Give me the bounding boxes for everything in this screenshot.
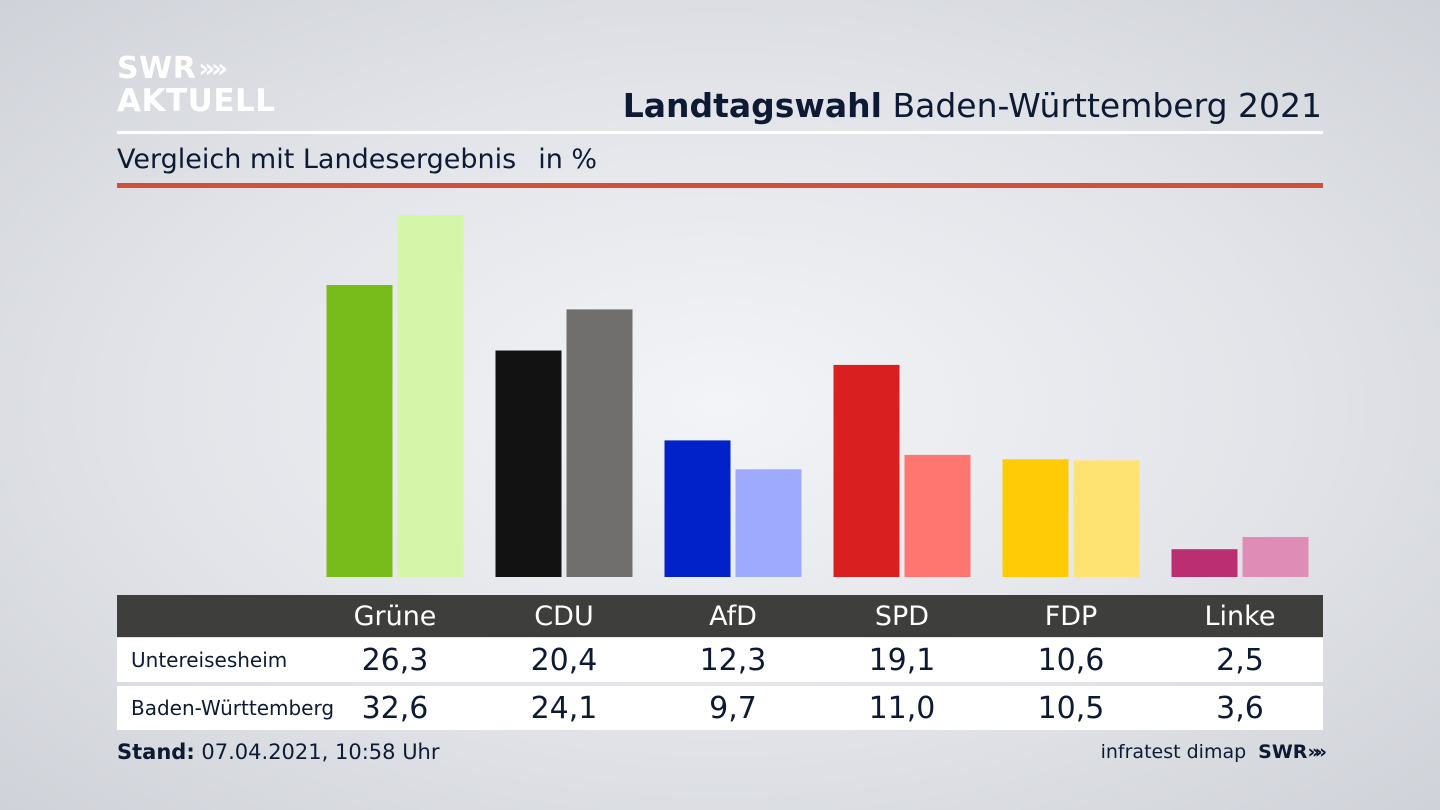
bar-linke-baden-wurttemberg	[1242, 537, 1309, 577]
data-label-cdu-baden-wurttemberg: 24,1	[530, 690, 598, 726]
data-label-linke-untereisesheim: 2,5	[1216, 642, 1264, 678]
bar-fdp-baden-wurttemberg	[1073, 460, 1140, 577]
table-row-untereisesheim: Untereisesheim 26,3 20,4 12,3 19,1 10,6 2,5	[117, 638, 1323, 682]
bar-spd-baden-wurttemberg	[904, 454, 971, 577]
tick-label-cdu: CDU	[534, 600, 594, 632]
source-text: infratest dimap	[1100, 741, 1247, 763]
tick-label-linke: Linke	[1204, 600, 1276, 632]
stand-value: 07.04.2021, 10:58 Uhr	[201, 740, 440, 764]
bar-afd-baden-wurttemberg	[735, 469, 802, 577]
tick-label-grune: Grüne	[353, 600, 437, 632]
data-label-spd-baden-wurttemberg: 11,0	[868, 690, 936, 726]
data-label-cdu-untereisesheim: 20,4	[530, 642, 598, 678]
bar-cdu-untereisesheim	[495, 350, 562, 577]
data-label-grune-baden-wurttemberg: 32,6	[361, 690, 429, 726]
data-label-afd-baden-wurttemberg: 9,7	[709, 690, 757, 726]
stand-label: Stand:	[117, 740, 195, 764]
chart-subtitle: Vergleich mit Landesergebnis in %	[117, 144, 597, 175]
header-divider	[117, 131, 1323, 134]
bar-linke-untereisesheim	[1171, 549, 1238, 577]
tick-label-spd: SPD	[874, 600, 930, 632]
data-label-fdp-baden-wurttemberg: 10,5	[1037, 690, 1105, 726]
source-credit: infratest dimap SWR»»	[1100, 741, 1328, 763]
title-rest: Baden-Württemberg 2021	[892, 86, 1322, 125]
bar-cdu-baden-wurttemberg	[566, 309, 633, 577]
swr-aktuell-logo: SWR»» AKTUELL	[117, 54, 276, 117]
logo-aktuell-text: AKTUELL	[117, 83, 276, 119]
bar-grune-baden-wurttemberg	[397, 215, 464, 577]
page-title: Landtagswahl Baden-Württemberg 2021	[623, 86, 1322, 125]
bar-spd-untereisesheim	[833, 364, 900, 577]
data-label-linke-baden-wurttemberg: 3,6	[1216, 690, 1264, 726]
row-label-untereisesheim: Untereisesheim	[131, 648, 288, 672]
tick-label-fdp: FDP	[1044, 600, 1098, 632]
bar-afd-untereisesheim	[664, 440, 731, 577]
data-label-grune-untereisesheim: 26,3	[361, 642, 429, 678]
table-header: Grüne CDU AfD SPD FDP Linke	[117, 595, 1323, 637]
bar-grune-untereisesheim	[326, 285, 393, 577]
subtitle-text: Vergleich mit Landesergebnis	[117, 144, 517, 175]
brand-chevron-icon-2: »	[1314, 741, 1327, 763]
tick-label-afd: AfD	[709, 600, 757, 632]
title-bold: Landtagswahl	[622, 86, 882, 125]
row-label-baden-wuerttemberg: Baden-Württemberg	[131, 696, 335, 720]
swr-brand-text: SWR	[1258, 741, 1308, 763]
table-row-baden-wuerttemberg: Baden-Württemberg 32,6 24,1 9,7 11,0 10,5 3,6	[117, 686, 1323, 730]
brand-chevron-icon: »	[1307, 741, 1319, 763]
bar-fdp-untereisesheim	[1002, 459, 1069, 577]
data-label-fdp-untereisesheim: 10,6	[1037, 642, 1105, 678]
timestamp: Stand: 07.04.2021, 10:58 Uhr	[117, 740, 440, 764]
bar-chart	[326, 215, 1309, 577]
accent-divider	[117, 183, 1323, 188]
unit-label: in %	[538, 144, 598, 175]
logo-swr-text: SWR	[117, 51, 197, 86]
swr-brand: SWR»»	[1258, 741, 1327, 763]
data-label-spd-untereisesheim: 19,1	[868, 642, 936, 678]
data-label-afd-untereisesheim: 12,3	[699, 642, 767, 678]
